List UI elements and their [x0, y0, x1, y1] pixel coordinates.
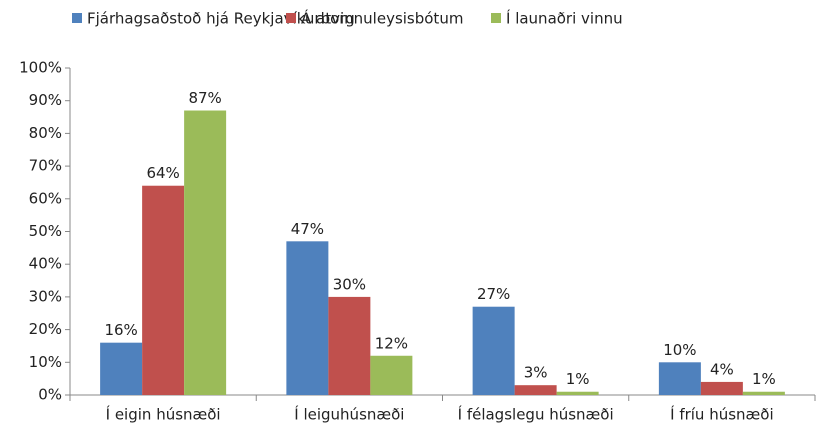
bar	[328, 296, 371, 395]
x-tick-label: Í leiguhúsnæði	[294, 405, 404, 424]
bar	[100, 342, 143, 395]
data-label: 16%	[104, 321, 137, 339]
y-tick-label: 100%	[19, 59, 62, 77]
data-label: 64%	[146, 164, 179, 182]
bar	[658, 362, 701, 395]
data-label: 47%	[291, 220, 324, 238]
data-label: 10%	[663, 341, 696, 359]
y-tick-label: 30%	[29, 287, 62, 305]
y-tick-label: 10%	[29, 353, 62, 371]
y-tick-label: 40%	[29, 255, 62, 273]
bar	[700, 381, 743, 395]
y-tick-label: 50%	[29, 222, 62, 240]
data-label: 4%	[710, 360, 734, 378]
legend-swatch	[491, 13, 501, 23]
bar	[142, 185, 185, 395]
data-label: 27%	[477, 285, 510, 303]
bar	[286, 241, 329, 395]
legend-label: Á atvinnuleysisbótum	[301, 9, 463, 28]
y-tick-label: 80%	[29, 124, 62, 142]
data-label: 30%	[333, 275, 366, 293]
legend-label: Í launaðri vinnu	[506, 9, 623, 28]
bar	[742, 391, 785, 395]
bar	[514, 385, 557, 395]
y-tick-label: 90%	[29, 91, 62, 109]
data-label: 12%	[375, 334, 408, 352]
x-tick-label: Í eigin húsnæði	[106, 405, 221, 424]
data-label: 87%	[188, 89, 221, 107]
x-tick-label: Í fríu húsnæði	[670, 405, 774, 424]
y-tick-label: 20%	[29, 320, 62, 338]
legend-swatch	[286, 13, 296, 23]
x-tick-label: Í félagslegu húsnæði	[458, 405, 614, 424]
bar	[472, 306, 515, 395]
y-tick-label: 0%	[38, 386, 62, 404]
data-label: 1%	[752, 370, 776, 388]
y-tick-label: 60%	[29, 189, 62, 207]
y-tick-label: 70%	[29, 157, 62, 175]
data-label: 3%	[524, 364, 548, 382]
bar	[370, 355, 413, 395]
bar	[556, 391, 599, 395]
data-label: 1%	[566, 370, 590, 388]
legend-swatch	[72, 13, 82, 23]
bar	[184, 110, 227, 395]
